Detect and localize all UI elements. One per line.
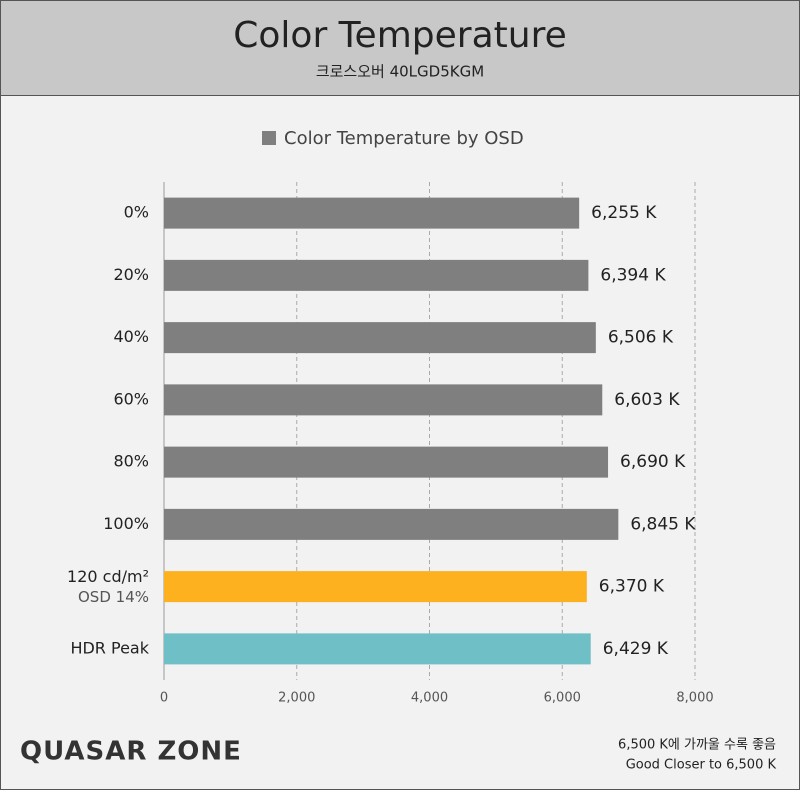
chart-subtitle: 크로스오버 40LGD5KGM (316, 63, 484, 81)
bar (164, 322, 596, 354)
y-tick-label: 60% (113, 389, 149, 408)
value-label: 6,370 K (599, 577, 665, 597)
y-tick-label: 80% (113, 452, 149, 471)
x-tick-label: 8,000 (676, 691, 713, 706)
value-label: 6,394 K (600, 265, 666, 285)
bar (164, 259, 589, 291)
bar (164, 384, 603, 416)
value-label: 6,603 K (614, 390, 680, 410)
bar (164, 446, 609, 478)
y-tick-label: 40% (113, 327, 149, 346)
bar (164, 571, 587, 603)
y-tick-label: 120 cd/m² (67, 567, 149, 586)
value-label: 6,506 K (608, 328, 674, 348)
value-label: 6,690 K (620, 452, 686, 472)
y-tick-label: 100% (103, 514, 149, 533)
y-tick-label: HDR Peak (70, 638, 149, 657)
bar (164, 633, 591, 665)
watermark: QUASAR ZONE (20, 737, 242, 767)
x-tick-label: 2,000 (278, 691, 315, 706)
note: Good Closer to 6,500 K (626, 758, 777, 773)
note: 6,500 K에 가까울 수록 좋음 (618, 738, 776, 753)
x-tick-label: 4,000 (411, 691, 448, 706)
value-label: 6,845 K (630, 514, 696, 534)
y-tick-label: 0% (124, 203, 149, 222)
value-label: 6,429 K (603, 639, 669, 659)
header (0, 0, 800, 96)
y-tick-note: OSD 14% (78, 588, 149, 606)
value-label: 6,255 K (591, 203, 657, 223)
legend-swatch (262, 131, 276, 145)
x-tick-label: 6,000 (544, 691, 581, 706)
bar (164, 197, 580, 229)
legend-label: Color Temperature by OSD (284, 128, 524, 149)
x-tick-label: 0 (160, 691, 168, 706)
y-tick-label: 20% (113, 265, 149, 284)
bar (164, 508, 619, 540)
chart-title: Color Temperature (233, 15, 566, 56)
